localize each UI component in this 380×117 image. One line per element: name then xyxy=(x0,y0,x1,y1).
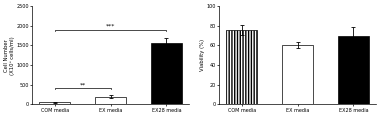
Text: **: ** xyxy=(79,82,86,87)
Bar xyxy=(151,44,182,104)
Bar xyxy=(40,102,70,104)
Bar xyxy=(95,97,126,104)
Bar xyxy=(282,45,313,104)
Text: ***: *** xyxy=(106,24,115,29)
Y-axis label: Viability (%): Viability (%) xyxy=(200,39,205,71)
Bar xyxy=(338,36,369,104)
Y-axis label: Cell Number
(X10⁵ cells/ml): Cell Number (X10⁵ cells/ml) xyxy=(4,36,15,75)
Bar xyxy=(226,30,257,104)
